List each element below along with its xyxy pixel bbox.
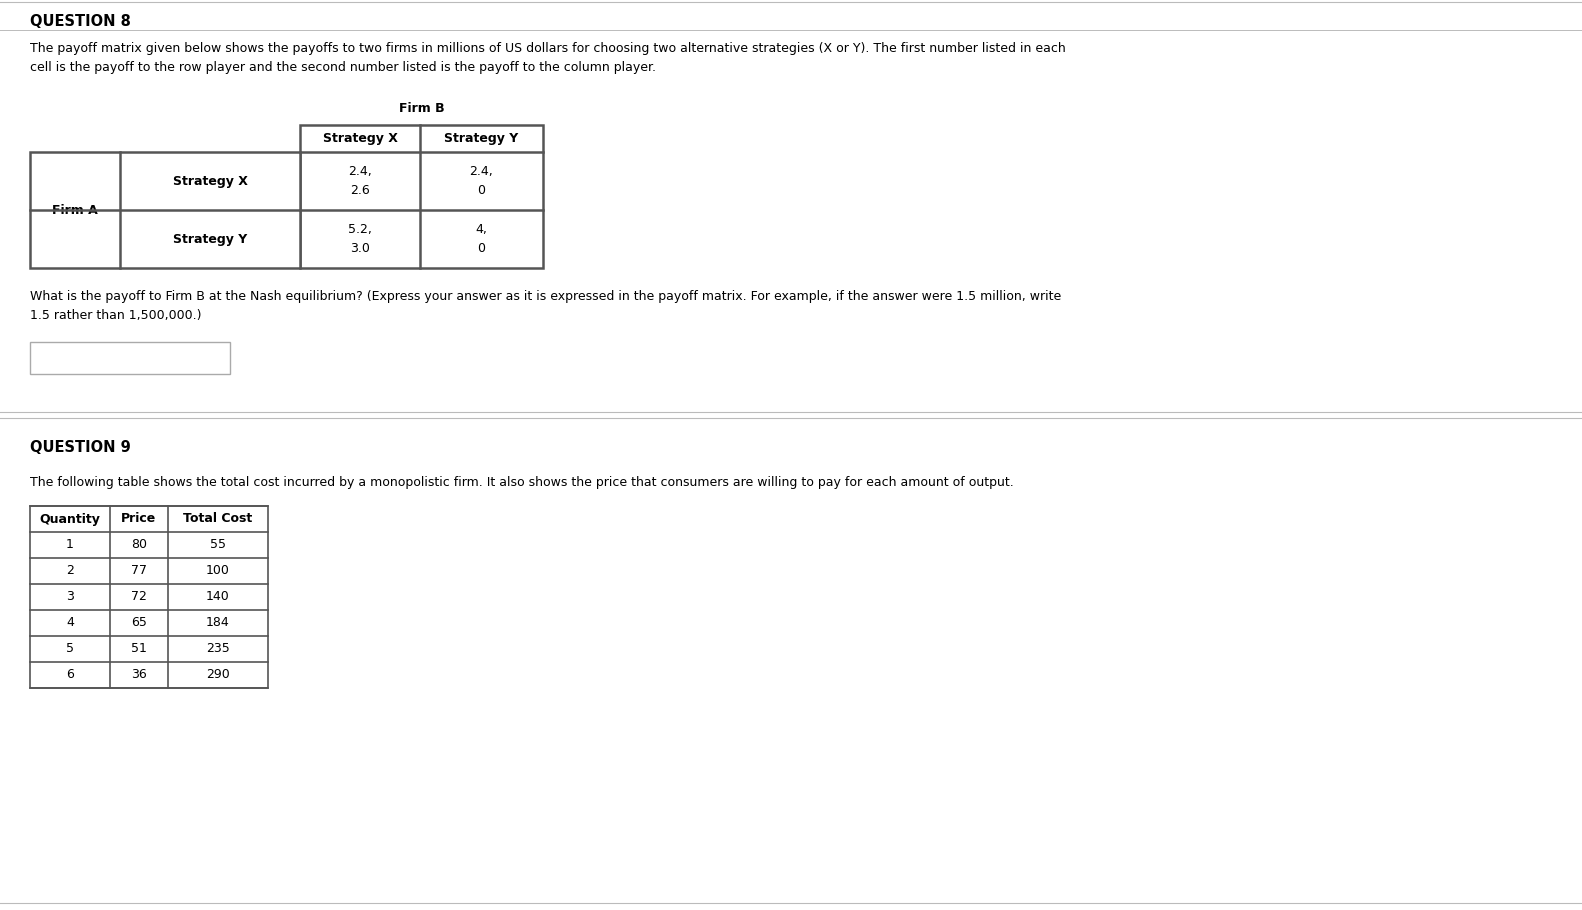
Text: Price: Price [122, 512, 157, 525]
Text: 80: 80 [131, 539, 147, 551]
Text: 0: 0 [478, 184, 486, 197]
Text: 2.4,: 2.4, [470, 166, 494, 178]
Text: Strategy Y: Strategy Y [172, 232, 247, 246]
Text: Total Cost: Total Cost [184, 512, 253, 525]
Text: 65: 65 [131, 616, 147, 630]
Bar [30, 506, 267, 688]
Text: 51: 51 [131, 642, 147, 655]
Text: 72: 72 [131, 591, 147, 603]
Text: Firm B: Firm B [399, 102, 445, 115]
Text: 77: 77 [131, 564, 147, 578]
Text: The following table shows the total cost incurred by a monopolistic firm. It als: The following table shows the total cost… [30, 476, 1014, 489]
Text: Strategy X: Strategy X [172, 175, 247, 187]
Text: 2.4,: 2.4, [348, 166, 372, 178]
Text: 4,: 4, [476, 224, 487, 237]
Text: 55: 55 [210, 539, 226, 551]
Text: Strategy Y: Strategy Y [445, 132, 519, 145]
Text: Firm A: Firm A [52, 204, 98, 217]
Text: 2.6: 2.6 [350, 184, 370, 197]
Text: 3: 3 [66, 591, 74, 603]
Text: 290: 290 [206, 669, 229, 682]
Text: QUESTION 9: QUESTION 9 [30, 440, 131, 455]
Text: 184: 184 [206, 616, 229, 630]
Text: 2: 2 [66, 564, 74, 578]
Text: 36: 36 [131, 669, 147, 682]
Text: 4: 4 [66, 616, 74, 630]
Text: Quantity: Quantity [40, 512, 100, 525]
Text: Strategy X: Strategy X [323, 132, 397, 145]
Text: QUESTION 8: QUESTION 8 [30, 14, 131, 29]
Bar [30, 152, 301, 268]
Text: 3.0: 3.0 [350, 241, 370, 255]
Text: 5: 5 [66, 642, 74, 655]
Text: 6: 6 [66, 669, 74, 682]
Text: 100: 100 [206, 564, 229, 578]
Text: 5.2,: 5.2, [348, 224, 372, 237]
Text: 235: 235 [206, 642, 229, 655]
Text: What is the payoff to Firm B at the Nash equilibrium? (Express your answer as it: What is the payoff to Firm B at the Nash… [30, 290, 1062, 322]
Bar [301, 125, 543, 268]
Bar [30, 342, 229, 374]
Text: The payoff matrix given below shows the payoffs to two firms in millions of US d: The payoff matrix given below shows the … [30, 42, 1066, 74]
Text: 140: 140 [206, 591, 229, 603]
Text: 0: 0 [478, 241, 486, 255]
Text: 1: 1 [66, 539, 74, 551]
